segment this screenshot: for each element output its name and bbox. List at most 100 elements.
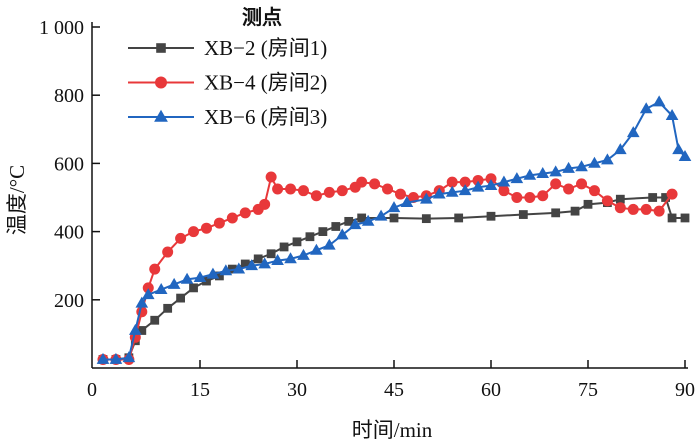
- circle-marker: [394, 188, 406, 200]
- triangle-marker: [678, 149, 692, 161]
- triangle-marker: [122, 351, 136, 363]
- triangle-marker: [180, 272, 194, 284]
- triangle-marker: [154, 282, 168, 294]
- square-marker: [163, 303, 173, 313]
- triangle-marker: [323, 238, 336, 250]
- series-2: [97, 171, 678, 365]
- triangle-marker: [484, 178, 498, 190]
- circle-marker: [226, 212, 238, 224]
- triangle-marker: [271, 253, 284, 265]
- circle-marker: [239, 207, 251, 219]
- square-marker: [318, 227, 328, 236]
- triangle-marker: [154, 109, 168, 122]
- circle-marker: [265, 171, 277, 183]
- square-marker: [667, 213, 677, 223]
- x-tick-label: 45: [384, 379, 404, 401]
- legend-label: XB−4 (房间2): [204, 71, 327, 95]
- triangle-marker: [665, 109, 679, 121]
- circle-marker: [285, 183, 297, 195]
- series-3: [96, 95, 692, 364]
- x-tick-label: 0: [87, 379, 97, 401]
- circle-marker: [356, 176, 368, 188]
- square-marker: [421, 214, 431, 224]
- square-marker: [202, 276, 211, 286]
- legend-item: XB−6 (房间3): [128, 105, 327, 129]
- circle-marker: [576, 178, 588, 190]
- triangle-marker: [652, 95, 666, 107]
- circle-marker: [382, 183, 394, 195]
- triangle-marker: [536, 167, 550, 179]
- triangle-marker: [562, 161, 575, 173]
- circle-marker: [627, 203, 639, 215]
- triangle-marker: [348, 218, 362, 230]
- legend-item: XB−2 (房间1): [128, 36, 327, 60]
- circle-marker: [142, 282, 154, 294]
- circle-marker: [446, 176, 458, 188]
- circle-marker: [640, 203, 652, 215]
- square-marker: [137, 326, 147, 335]
- square-marker: [518, 210, 528, 219]
- triangle-marker: [400, 196, 414, 208]
- circle-marker: [511, 192, 523, 203]
- triangle-marker: [445, 185, 459, 197]
- triangle-marker: [497, 175, 511, 187]
- triangle-marker: [626, 126, 640, 138]
- circle-marker: [472, 174, 484, 186]
- triangle-marker: [639, 102, 653, 114]
- triangle-marker: [129, 323, 142, 335]
- x-tick-label: 75: [578, 379, 598, 401]
- y-tick-label: 800: [54, 85, 84, 107]
- triangle-marker: [109, 352, 123, 364]
- triangle-marker: [523, 168, 537, 180]
- circle-marker: [498, 185, 510, 197]
- circle-marker: [563, 183, 575, 195]
- triangle-marker: [135, 296, 149, 308]
- square-marker: [150, 315, 160, 325]
- triangle-marker: [141, 288, 155, 300]
- square-marker: [279, 242, 289, 252]
- square-marker: [680, 213, 690, 223]
- square-marker: [648, 193, 658, 202]
- square-marker: [331, 222, 341, 231]
- triangle-marker: [335, 228, 349, 240]
- circle-marker: [155, 76, 167, 89]
- circle-marker: [162, 246, 174, 258]
- triangle-marker: [510, 172, 524, 184]
- circle-marker: [149, 263, 161, 275]
- triangle-marker: [206, 267, 220, 279]
- series-1: [98, 193, 690, 364]
- circle-marker: [272, 183, 284, 195]
- square-marker: [551, 208, 561, 218]
- square-marker: [486, 211, 496, 221]
- square-marker: [583, 199, 593, 209]
- triangle-marker: [432, 187, 446, 199]
- square-marker: [253, 254, 263, 264]
- circle-marker: [550, 178, 562, 190]
- square-marker: [389, 213, 399, 223]
- y-axis-label: 温度/°C: [5, 165, 29, 235]
- triangle-marker: [284, 252, 297, 264]
- square-marker: [454, 213, 464, 223]
- legend-label: XB−6 (房间3): [204, 105, 327, 129]
- circle-marker: [200, 222, 212, 234]
- circle-marker: [588, 185, 600, 197]
- square-marker: [570, 206, 580, 216]
- circle-marker: [653, 205, 665, 217]
- triangle-marker: [193, 271, 207, 283]
- x-tick-label: 30: [287, 379, 307, 401]
- x-tick-label: 60: [481, 379, 501, 401]
- circle-marker: [524, 192, 536, 203]
- legend-item: XB−4 (房间2): [128, 71, 327, 95]
- x-tick-label: 15: [190, 379, 210, 401]
- triangle-marker: [549, 165, 562, 177]
- triangle-marker: [361, 214, 375, 226]
- triangle-marker: [96, 352, 110, 364]
- square-marker: [215, 271, 224, 281]
- circle-marker: [188, 226, 200, 238]
- triangle-marker: [232, 262, 246, 274]
- circle-marker: [537, 190, 549, 202]
- square-marker: [661, 193, 670, 202]
- circle-marker: [614, 202, 626, 214]
- square-marker: [176, 293, 185, 303]
